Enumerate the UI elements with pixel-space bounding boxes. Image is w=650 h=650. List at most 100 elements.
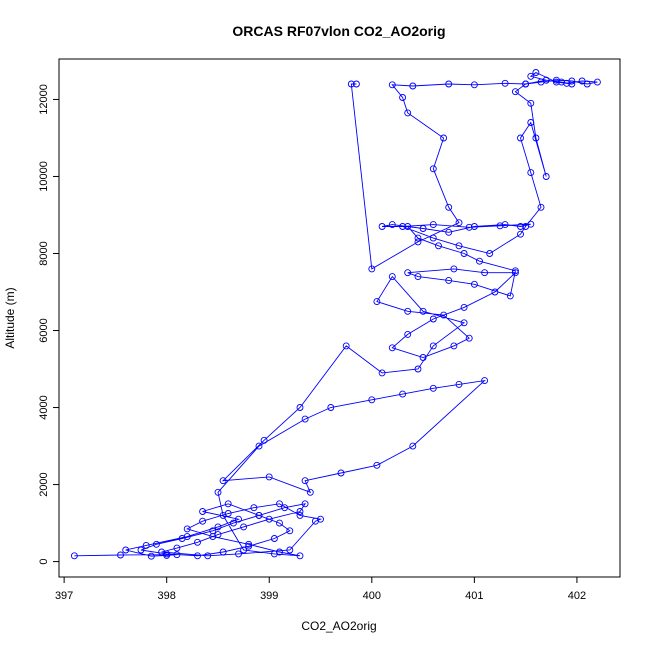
data-point: [147, 552, 155, 560]
data-point: [568, 80, 576, 88]
data-point: [235, 550, 242, 558]
data-point: [301, 415, 309, 423]
data-point: [286, 527, 294, 535]
data-point: [429, 234, 437, 242]
data-point: [194, 538, 201, 546]
data-point: [542, 76, 550, 84]
series-line: [74, 71, 598, 557]
y-tick-label: 0: [38, 559, 50, 565]
data-point: [235, 515, 242, 523]
data-point: [527, 99, 535, 107]
data-point: [296, 404, 304, 411]
data-point: [173, 544, 181, 552]
data-point: [347, 80, 355, 88]
data-point: [194, 552, 201, 560]
data-point: [276, 500, 283, 508]
data-point: [296, 511, 304, 519]
y-tick-label: 2000: [38, 472, 50, 496]
data-point: [152, 540, 160, 548]
data-point: [419, 225, 427, 232]
data-point: [388, 221, 396, 229]
data-point: [465, 334, 473, 342]
data-point: [199, 517, 207, 525]
data-point: [578, 77, 586, 85]
data-point: [440, 311, 448, 319]
data-point: [70, 552, 78, 560]
data-point: [270, 535, 278, 542]
data-point: [496, 222, 504, 230]
data-point: [563, 79, 571, 87]
data-point: [511, 88, 519, 96]
data-point: [368, 265, 376, 273]
data-point: [527, 72, 535, 80]
data-point: [229, 519, 237, 527]
data-point: [404, 109, 412, 117]
data-point: [270, 550, 278, 558]
data-point: [255, 511, 263, 519]
data-point: [450, 342, 458, 350]
data-point: [517, 134, 524, 142]
y-axis: 0 2000 4000 6000 8000 10000 12000: [38, 84, 59, 565]
data-point: [414, 234, 422, 242]
data-point: [209, 533, 217, 541]
data-point: [399, 94, 407, 101]
data-point: [532, 134, 540, 142]
data-point: [342, 342, 350, 350]
data-point: [460, 303, 468, 311]
data-point: [552, 78, 560, 86]
data-point: [414, 365, 422, 373]
data-point: [404, 223, 412, 230]
data-point: [527, 119, 535, 126]
data-point: [414, 238, 422, 246]
data-point: [219, 511, 227, 519]
data-point: [337, 469, 345, 477]
data-point: [317, 515, 324, 523]
data-point: [178, 535, 186, 542]
data-point: [558, 78, 565, 86]
data-point: [117, 551, 124, 559]
data-point: [301, 477, 309, 485]
data-point: [281, 504, 289, 512]
x-axis-label: CO2_AO2orig: [301, 619, 376, 633]
data-point: [429, 342, 437, 350]
data-point: [583, 80, 591, 88]
data-point: [429, 165, 437, 173]
data-point: [419, 354, 427, 361]
data-point: [388, 344, 396, 352]
data-point: [286, 546, 294, 554]
data-point: [173, 551, 181, 559]
data-point: [245, 540, 253, 548]
data-point: [296, 552, 304, 560]
data-point: [522, 223, 530, 230]
data-point: [476, 257, 483, 265]
data-point: [501, 221, 509, 229]
data-point: [470, 81, 478, 89]
data-point: [260, 436, 268, 444]
y-axis-label: Altitude (m): [3, 287, 17, 348]
data-point: [511, 269, 519, 277]
data-point: [460, 250, 468, 257]
data-point: [404, 307, 412, 315]
data-point: [296, 508, 304, 515]
data-point: [455, 380, 463, 388]
data-point: [219, 548, 227, 556]
data-point: [404, 269, 412, 277]
data-point: [517, 223, 524, 230]
x-tick-label: 400: [363, 590, 381, 602]
data-point: [429, 315, 437, 323]
data-point: [429, 384, 437, 392]
data-point: [527, 169, 535, 177]
data-point: [265, 473, 273, 481]
data-point: [522, 80, 530, 88]
data-point: [137, 546, 145, 554]
data-point: [414, 273, 422, 281]
data-point: [455, 219, 463, 227]
data-point: [373, 298, 381, 306]
chart-title: ORCAS RF07vlon CO2_AO2orig: [232, 23, 445, 39]
data-point: [465, 223, 473, 231]
data-point: [409, 442, 417, 450]
data-point: [593, 78, 601, 86]
data-point: [429, 221, 437, 229]
x-tick-label: 401: [465, 590, 483, 602]
data-point: [306, 488, 314, 496]
